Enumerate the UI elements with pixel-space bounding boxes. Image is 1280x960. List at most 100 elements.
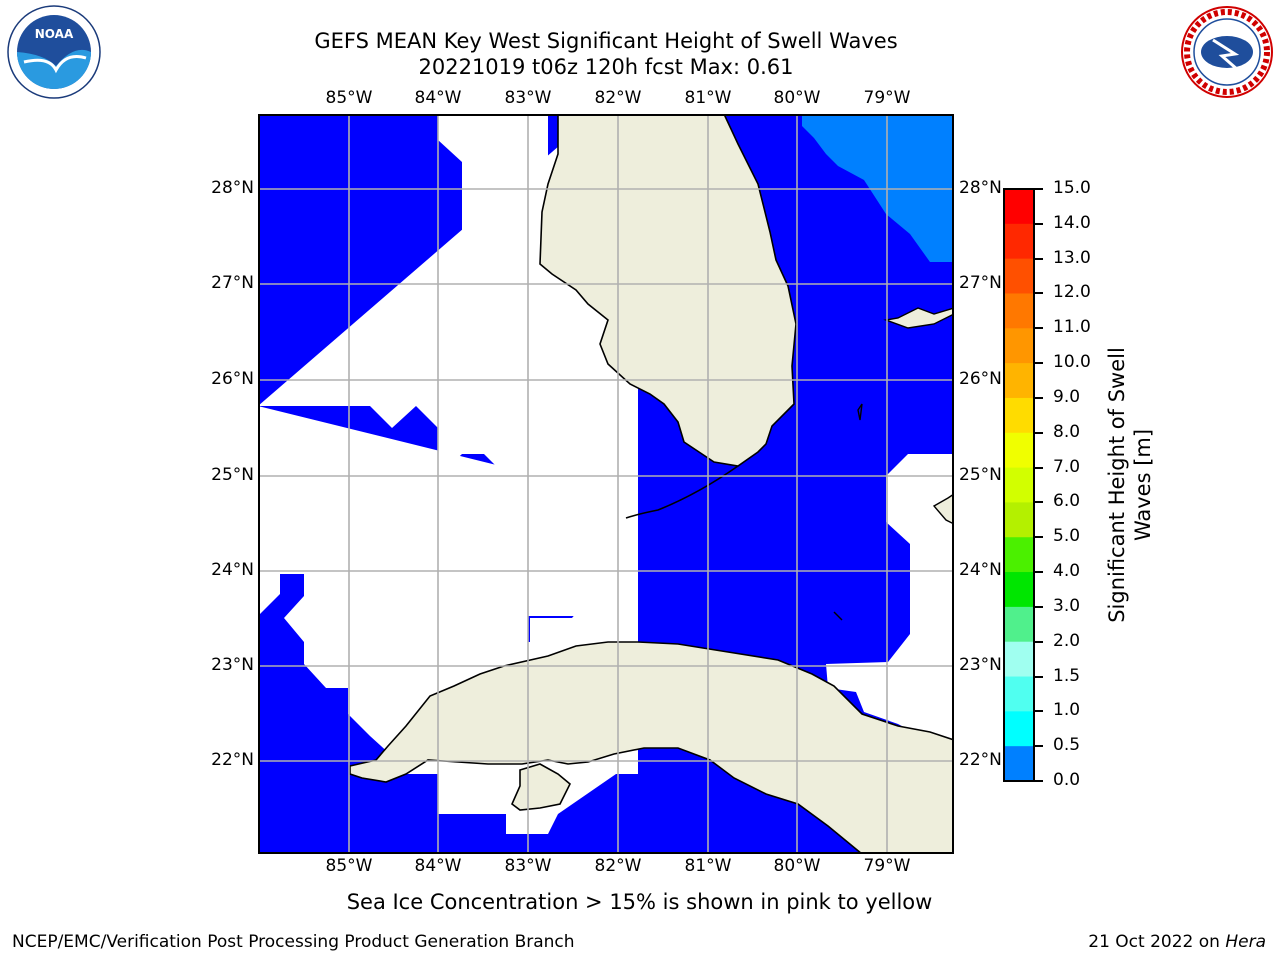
lat-label-left: 28°N [211,178,254,198]
colorbar-tick-mark [1035,292,1043,295]
colorbar-tick-mark [1035,640,1043,643]
lon-label-top: 80°W [773,88,821,108]
chart-subtitle: 20221019 t06z 120h fcst Max: 0.61 [418,55,794,79]
lat-label-left: 22°N [211,750,254,770]
nodata-area-east [826,454,954,754]
colorbar-tick-label: 7.0 [1053,456,1081,477]
footer-producer: NCEP/EMC/Verification Post Processing Pr… [12,932,575,952]
colorbar-tick-label: 2.0 [1053,630,1081,651]
colorbar-tick-mark [1035,431,1043,434]
colorbar-tick-mark [1035,257,1043,260]
land-florida-keys [625,465,739,519]
lat-label-right: 22°N [959,750,1002,770]
map-frame [258,114,954,854]
sea-ice-note: Sea Ice Concentration > 15% is shown in … [346,890,933,914]
colorbar-tick-mark [1035,188,1043,190]
lat-label-right: 26°N [959,369,1002,389]
lat-label-right: 24°N [959,560,1002,580]
land-isla-juventud [511,763,571,811]
colorbar-tick-mark [1035,327,1043,330]
colorbar-tick-label: 10.0 [1053,352,1091,373]
lat-label-right: 28°N [959,178,1002,198]
colorbar-tick-label: 15.0 [1053,178,1091,198]
colorbar-bin [1004,223,1034,260]
colorbar-tick-mark [1035,605,1043,608]
colorbar-bin [1004,363,1034,399]
colorbar-tick-mark [1035,222,1043,225]
colorbar-label: Significant Height of Swell Waves [m] [1105,347,1155,623]
colorbar-bin [1004,258,1034,295]
colorbar-tick-label: 12.0 [1053,282,1091,303]
lon-label-bottom: 85°W [325,856,373,876]
chart-title: GEFS MEAN Key West Significant Height of… [314,29,898,53]
map-plot [258,114,954,854]
lon-label-bottom: 80°W [773,856,821,876]
colorbar [1003,188,1035,782]
colorbar-bin [1004,328,1034,364]
colorbar-tick-mark [1035,780,1043,782]
land-islet [857,403,863,421]
colorbar-bin [1004,189,1034,225]
land-bahamas-andros [932,493,954,525]
land-bahamas-grand [883,307,954,329]
colorbar-bin [1004,572,1034,608]
colorbar-tick-label: 9.0 [1053,386,1081,407]
colorbar-tick-mark [1035,571,1043,574]
colorbar-bin [1004,641,1034,678]
lat-label-left: 25°N [211,465,254,485]
land-islet [833,611,843,621]
colorbar-tick-label: 1.0 [1053,700,1081,721]
lat-label-left: 27°N [211,273,254,293]
colorbar-bin [1004,711,1034,747]
colorbar-tick-label: 14.0 [1053,212,1091,233]
graticule [258,114,954,854]
lon-label-top: 83°W [504,88,552,108]
colorbar-bin [1004,676,1034,712]
colorbar-bin [1004,467,1034,504]
colorbar-tick-mark [1035,536,1043,539]
footer-date: 21 Oct 2022 on Hera [1088,932,1266,952]
lon-label-top: 85°W [325,88,373,108]
colorbar-tick-label: 6.0 [1053,491,1081,512]
lat-label-left: 24°N [211,560,254,580]
noaa-logo: NOAA [7,5,101,99]
colorbar-tick-label: 0.5 [1053,735,1081,756]
lon-label-top: 84°W [414,88,462,108]
lat-label-right: 23°N [959,655,1002,675]
colorbar-tick-label: 5.0 [1053,526,1081,547]
footer-host: Hera [1225,932,1266,952]
colorbar-tick-mark [1035,675,1043,678]
colorbar-tick-label: 4.0 [1053,561,1081,582]
colorbar-tick-label: 8.0 [1053,421,1081,442]
lon-label-top: 82°W [594,88,642,108]
colorbar-bin [1004,432,1034,469]
lon-label-bottom: 84°W [414,856,462,876]
colorbar-tick-mark [1035,745,1043,748]
land-florida [539,114,797,467]
colorbar-bin [1004,502,1034,538]
colorbar-tick-label: 0.0 [1053,770,1081,790]
colorbar-tick-label: 11.0 [1053,317,1091,338]
colorbar-tick-label: 1.5 [1053,665,1081,686]
lon-label-top: 81°W [684,88,732,108]
lon-label-bottom: 81°W [684,856,732,876]
colorbar-bin [1004,397,1034,434]
lon-label-top: 79°W [863,88,911,108]
swell-region-0.5m [802,114,954,262]
lon-label-bottom: 82°W [594,856,642,876]
colorbar-bin [1004,606,1034,643]
colorbar-tick-mark [1035,501,1043,504]
lon-label-bottom: 83°W [504,856,552,876]
nws-logo [1181,6,1273,98]
svg-text:NOAA: NOAA [35,27,74,41]
colorbar-tick-mark [1035,396,1043,399]
colorbar-bin [1004,537,1034,573]
lat-label-right: 27°N [959,273,1002,293]
colorbar-bin [1004,746,1034,782]
colorbar-tick-mark [1035,710,1043,713]
lat-label-left: 23°N [211,655,254,675]
colorbar-bin [1004,293,1034,329]
colorbar-tick-mark [1035,466,1043,469]
lat-label-right: 25°N [959,465,1002,485]
colorbar-tick-label: 13.0 [1053,247,1091,268]
